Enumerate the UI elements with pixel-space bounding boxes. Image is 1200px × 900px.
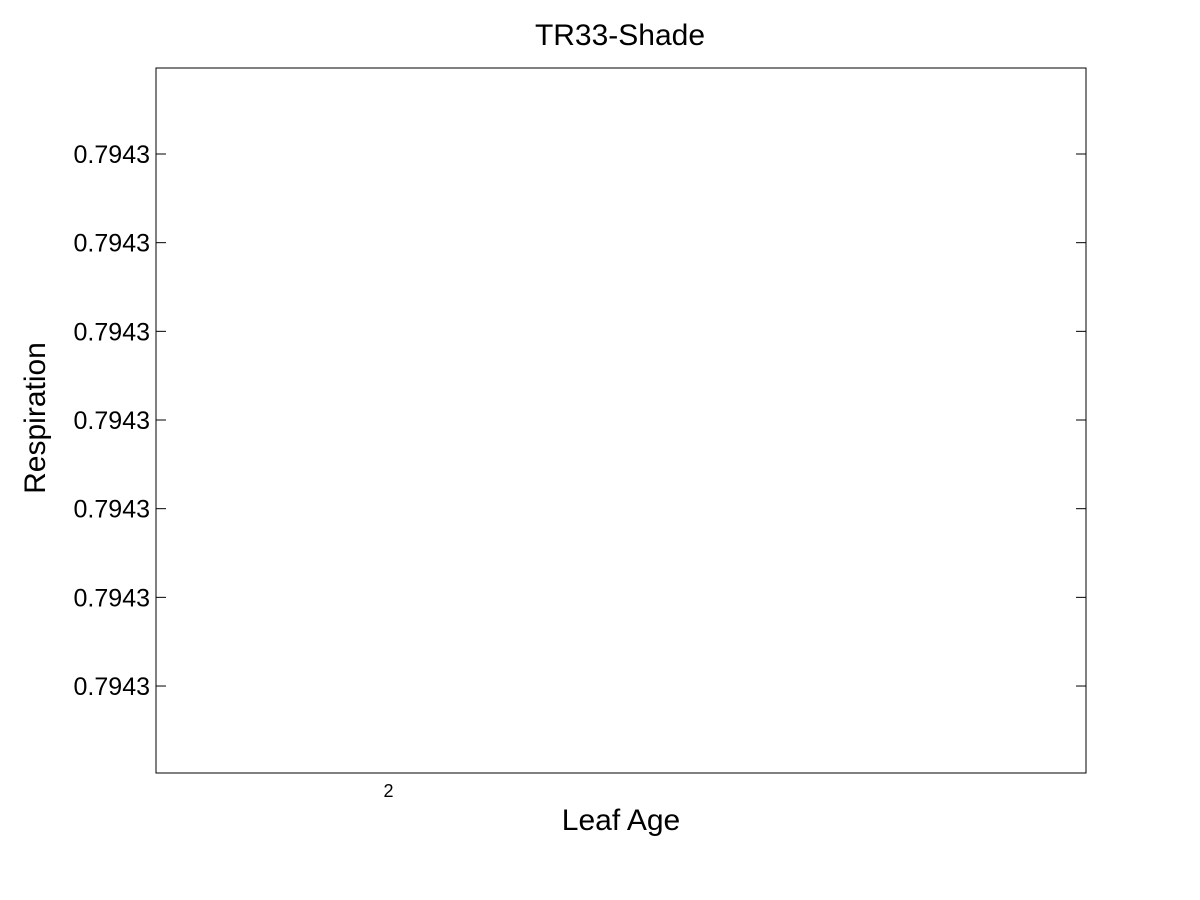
y-tick-label: 0.7943 [74, 230, 150, 258]
y-tick-label: 0.7943 [74, 496, 150, 524]
y-axis-ticks: 0.7943 0.7943 0.7943 0.7943 0.7943 0.7943 0.79… [74, 141, 1086, 701]
y-axis-label: Respiration [19, 342, 52, 494]
plot-area [155, 67, 1087, 774]
x-tick-label: 2 [383, 781, 393, 801]
x-axis-ticks: 2 [383, 781, 393, 801]
y-tick-label: 0.7943 [74, 584, 150, 612]
x-axis-label: Leaf Age [562, 804, 680, 837]
y-tick-label: 0.7943 [74, 407, 150, 435]
y-tick-label: 0.7943 [74, 318, 150, 346]
chart-title: TR33-Shade [535, 19, 705, 52]
y-tick-label: 0.7943 [74, 141, 150, 169]
y-tick-label: 0.7943 [74, 673, 150, 701]
